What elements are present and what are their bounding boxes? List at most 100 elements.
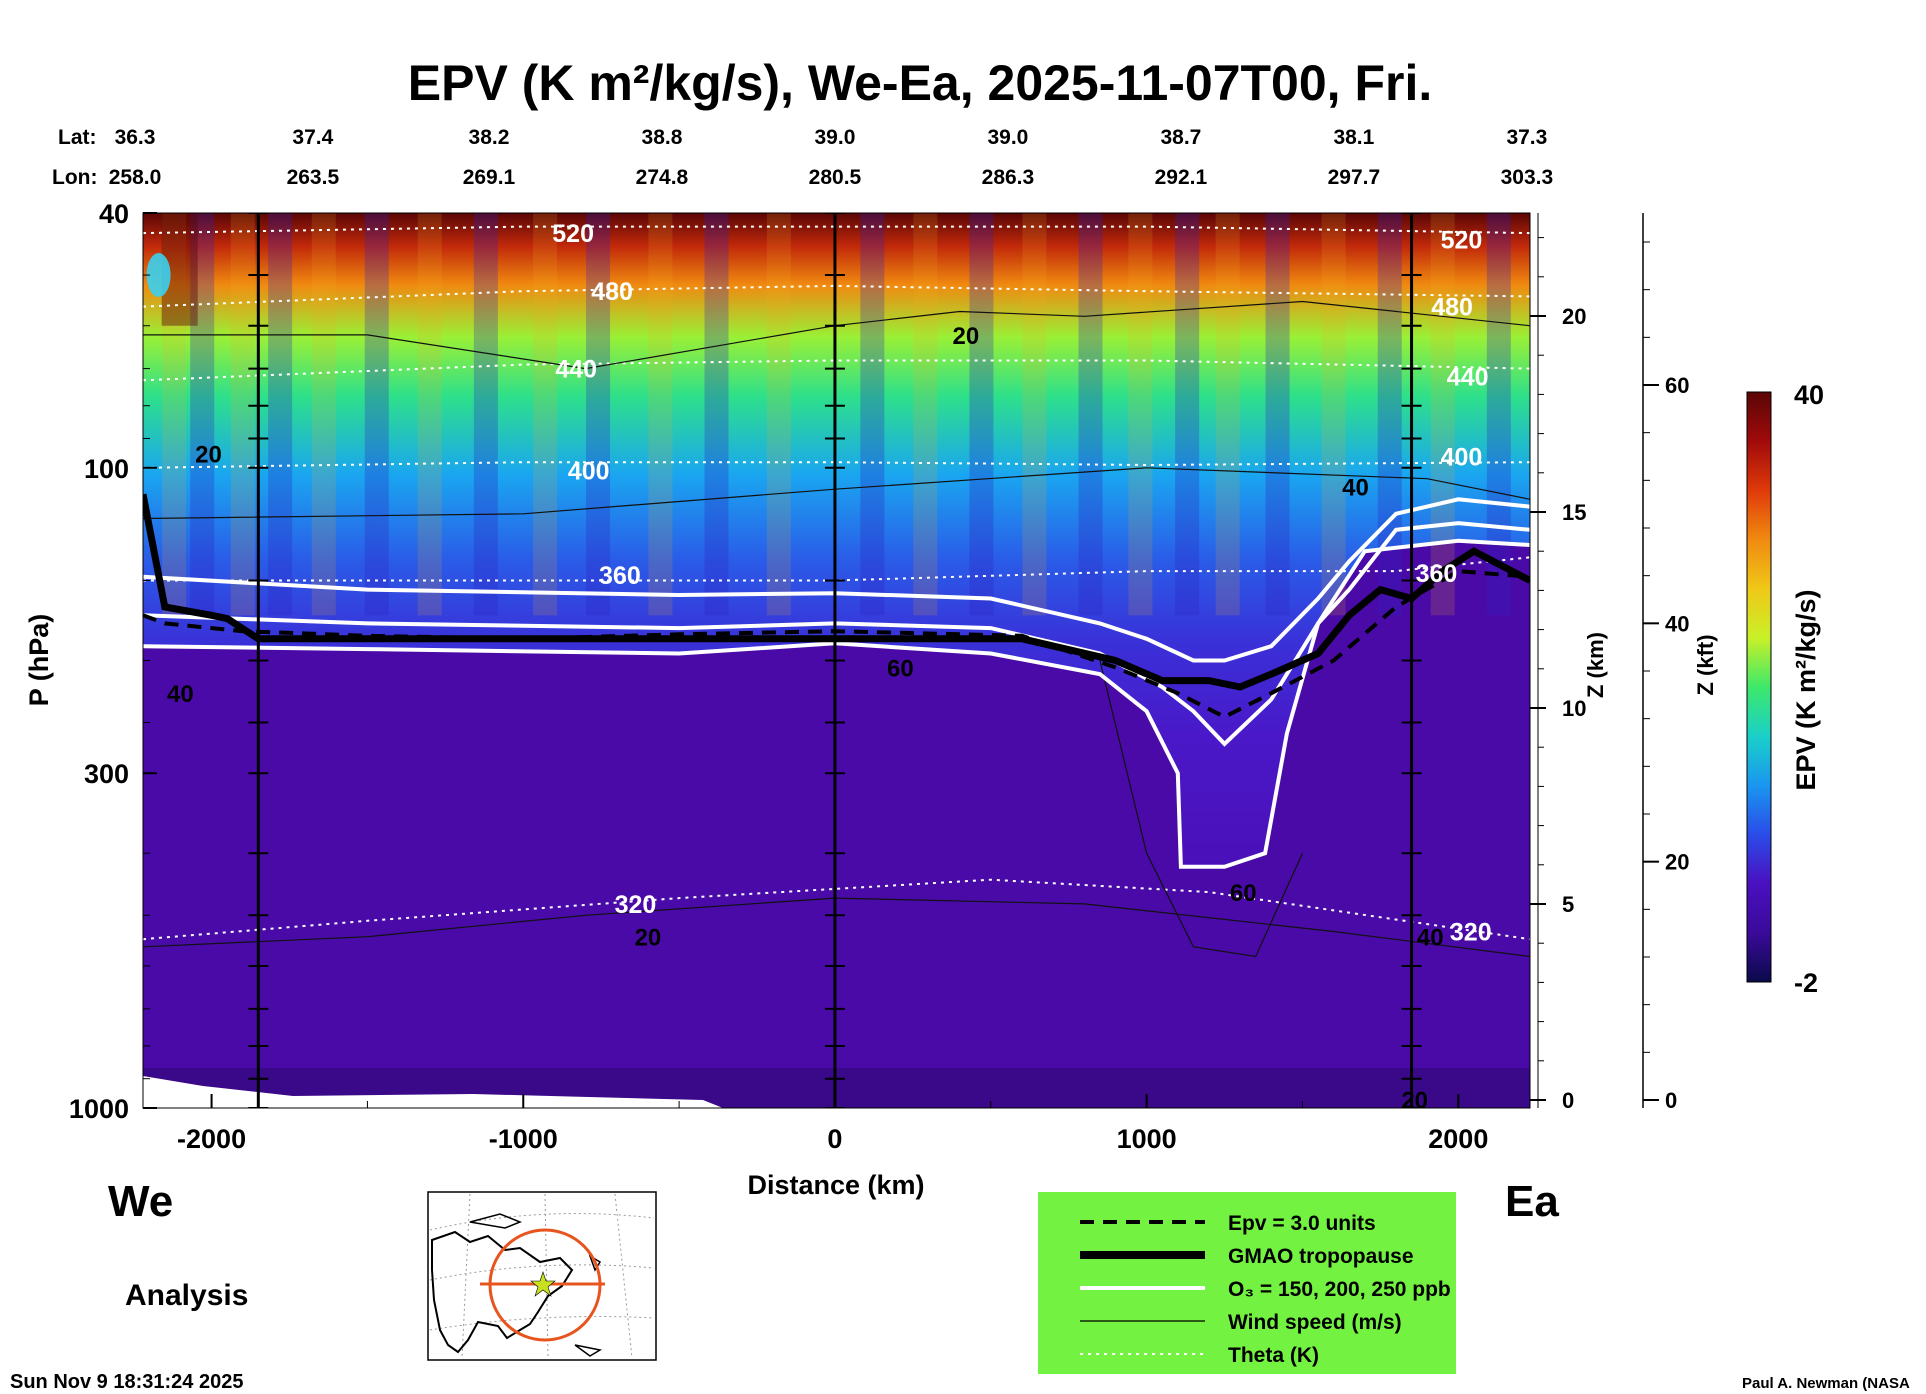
colorbar-label: EPV (K m²/kg/s) [1791, 589, 1821, 790]
pressure-tick-label: 300 [84, 759, 129, 789]
epv-streak [417, 213, 442, 616]
lat-value: 39.0 [815, 126, 856, 149]
legend-label: Wind speed (m/s) [1228, 1311, 1402, 1334]
z-km-axis-label: Z (km) [1583, 632, 1608, 698]
z-kft-tick-label: 60 [1665, 373, 1689, 398]
theta-contour [143, 878, 1530, 941]
epv-streaks [143, 213, 1530, 1108]
lon-value: 292.1 [1155, 166, 1208, 189]
z-kft-axis-label: Z (kft) [1693, 634, 1718, 695]
theta-label: 440 [555, 356, 597, 384]
contour-labels: 520 520 480 480 440 440 400 400 360 360 320 320 20 20… [167, 220, 1492, 1115]
wind-label: 40 [1417, 925, 1444, 952]
epv-streak [1377, 213, 1402, 616]
z-kft-tick-label: 0 [1665, 1088, 1677, 1113]
z-km-tick-label: 15 [1562, 500, 1586, 525]
lon-value: 263.5 [287, 166, 340, 189]
theta-contours [143, 225, 1530, 941]
epv-streak [1128, 213, 1153, 616]
vertical-markers [248, 213, 1422, 1108]
distance-tick-label: -2000 [177, 1124, 246, 1154]
wind-label: 60 [887, 655, 914, 682]
distance-tick-label: -1000 [489, 1124, 558, 1154]
epv-streak [704, 213, 729, 616]
timestamp-label: Sun Nov 9 18:31:24 2025 [10, 1371, 243, 1393]
legend-label: Theta (K) [1228, 1344, 1319, 1367]
lat-value: 37.3 [1506, 126, 1547, 149]
z-kft-tick-label: 20 [1665, 850, 1689, 875]
lon-value: 269.1 [463, 166, 516, 189]
lon-values: 258.0 263.5 269.1 274.8 280.5 286.3 292.1 297.7… [109, 166, 1553, 189]
lat-value: 37.4 [292, 126, 333, 149]
pressure-tick-label: 40 [99, 199, 129, 229]
epv-streak [190, 213, 215, 616]
west-label: We [108, 1177, 173, 1226]
wind-speed-contour [143, 300, 1530, 370]
z-km-tick-label: 5 [1562, 892, 1574, 917]
theta-label: 320 [1450, 918, 1492, 946]
epv-streak [1265, 213, 1290, 616]
distance-axis: -2000 -1000 0 1000 2000 [177, 1094, 1488, 1154]
theta-label: 360 [1416, 560, 1458, 588]
lon-value: 274.8 [636, 166, 689, 189]
epv-streak [230, 213, 255, 616]
epv-streak [364, 213, 389, 616]
chart-title: EPV (K m²/kg/s), We-Ea, 2025-11-07T00, F… [408, 55, 1433, 111]
lat-values: 36.3 37.4 38.2 38.8 39.0 39.0 38.7 38.1 37.3 [115, 126, 1548, 149]
z-kft-tick-label: 40 [1665, 611, 1689, 636]
epv-streak [766, 213, 791, 616]
epv-streak [1175, 213, 1200, 616]
theta-label: 520 [1441, 227, 1483, 255]
lat-value: 38.7 [1160, 126, 1201, 149]
theta-label: 480 [1431, 294, 1473, 322]
east-label: Ea [1505, 1177, 1559, 1226]
theta-label: 320 [615, 891, 657, 919]
epv-streak [1430, 213, 1455, 616]
lon-value: 280.5 [809, 166, 862, 189]
z-km-tick-label: 0 [1562, 1088, 1574, 1113]
gmao-tropopause-line [143, 493, 1530, 691]
wind-label: 40 [1342, 475, 1369, 502]
theta-label: 520 [552, 220, 594, 248]
epv-streak [473, 213, 498, 616]
theta-label: 360 [599, 562, 641, 590]
epv-streak [268, 213, 293, 616]
x-axis-label: Distance (km) [747, 1170, 924, 1200]
epv-streak [533, 213, 558, 616]
epv-streak [1215, 213, 1240, 616]
theta-label: 400 [1441, 443, 1483, 471]
epv-streak [1078, 213, 1103, 616]
lon-value: 297.7 [1328, 166, 1381, 189]
colorbar-min-label: -2 [1794, 968, 1818, 998]
epv-streak [860, 213, 885, 616]
pressure-tick-label: 1000 [69, 1094, 129, 1124]
z-kft-axis: 60 40 20 0 [1642, 213, 1689, 1113]
theta-label: 440 [1447, 363, 1489, 391]
lat-value: 36.3 [115, 126, 156, 149]
wind-label: 20 [635, 925, 662, 952]
wind-label: 20 [195, 442, 222, 469]
wind-speed-contour [1099, 660, 1304, 958]
y-axis-label: P (hPa) [24, 614, 54, 707]
ozone-contour [143, 538, 1530, 869]
z-km-axis: 20 15 10 5 0 [1530, 213, 1586, 1113]
distance-tick-label: 2000 [1428, 1124, 1488, 1154]
line-legend: Epv = 3.0 units GMAO tropopause O₃ = 150, … [1038, 1192, 1456, 1374]
epv-streak [146, 253, 171, 298]
pressure-axis: 40 100 300 1000 [69, 199, 157, 1124]
wind-label: 20 [1401, 1088, 1428, 1115]
wind-label: 60 [1230, 880, 1257, 907]
coastline [431, 1230, 574, 1354]
pressure-tick-label: 100 [84, 454, 129, 484]
z-km-tick-label: 20 [1562, 304, 1586, 329]
credit-label: Paul A. Newman (NASA [1742, 1375, 1910, 1392]
lat-value: 38.8 [642, 126, 683, 149]
legend-label: GMAO tropopause [1228, 1245, 1414, 1268]
wind-label: 20 [952, 323, 979, 350]
epv-streak [648, 213, 673, 616]
legend-label: O₃ = 150, 200, 250 ppb [1228, 1278, 1451, 1301]
epv-streak [1486, 213, 1511, 616]
lon-row-label: Lon: [52, 166, 97, 189]
epv-streak [969, 213, 994, 616]
theta-label: 480 [591, 278, 633, 306]
